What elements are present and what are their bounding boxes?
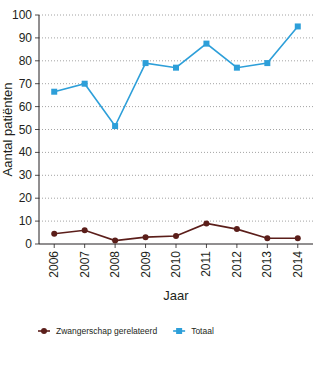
y-tick-label: 30 (19, 168, 33, 182)
y-tick-label: 20 (19, 191, 33, 205)
x-tick-label: 2014 (291, 251, 305, 278)
data-point (264, 60, 270, 66)
x-tick-label: 2007 (78, 251, 92, 278)
plot-area (51, 23, 301, 243)
x-tick-label: 2006 (47, 251, 61, 278)
data-point (234, 226, 240, 232)
grid-line (39, 221, 313, 222)
x-tick (145, 244, 146, 248)
data-point (143, 60, 149, 66)
y-tick (35, 198, 39, 199)
x-tick (297, 244, 298, 248)
y-tick (35, 129, 39, 130)
chart-container: 0 10 20 30 40 50 60 70 80 90 100 2006 2007 2008 2009 20… (0, 0, 322, 373)
legend-marker (41, 328, 47, 334)
grid-line (39, 15, 313, 16)
series-line (54, 223, 298, 240)
data-point (173, 233, 179, 239)
data-point (295, 235, 301, 241)
y-tick (35, 244, 39, 245)
y-tick-label: 60 (19, 100, 33, 114)
x-tick (267, 244, 268, 248)
x-tick-label: 2010 (169, 251, 183, 278)
grid-line (39, 175, 313, 176)
x-tick (84, 244, 85, 248)
x-tick (115, 244, 116, 248)
y-tick (35, 37, 39, 38)
y-tick (35, 15, 39, 16)
y-tick-label: 90 (19, 31, 33, 45)
y-tick (35, 106, 39, 107)
y-tick (35, 175, 39, 176)
x-tick-label: 2011 (199, 251, 213, 277)
data-point (203, 41, 209, 47)
legend-label: Totaal (191, 326, 214, 336)
y-tick (35, 152, 39, 153)
x-tick-label: 2009 (139, 251, 153, 278)
grid-line (39, 106, 313, 107)
y-tick (35, 221, 39, 222)
data-point (112, 123, 118, 129)
x-tick-label: 2008 (108, 251, 122, 278)
legend-marker (176, 328, 182, 334)
legend-label: Zwangerschap gerelateerd (56, 326, 157, 336)
y-tick-label: 50 (19, 123, 33, 137)
y-tick-label: 70 (19, 77, 33, 91)
grid-line (39, 60, 313, 61)
x-tick-label: 2012 (230, 251, 244, 278)
y-tick (35, 83, 39, 84)
x-tick (176, 244, 177, 248)
x-tick (236, 244, 237, 248)
y-axis (39, 15, 40, 244)
grid-line (39, 37, 313, 38)
y-axis-title: Aantal patiënten (0, 83, 15, 177)
y-tick (35, 60, 39, 61)
grid-line (39, 198, 313, 199)
grid-line (39, 83, 313, 84)
data-point (82, 81, 88, 87)
y-tick-label: 100 (12, 8, 32, 22)
x-tick (54, 244, 55, 248)
y-tick-label: 40 (19, 145, 33, 159)
chart: 0 10 20 30 40 50 60 70 80 90 100 2006 2007 2008 2009 20… (0, 0, 322, 373)
data-point (234, 65, 240, 71)
grid-line (39, 129, 313, 130)
data-point (51, 89, 57, 95)
x-axis-title: Jaar (163, 288, 189, 303)
data-point (112, 238, 118, 244)
data-point (203, 220, 209, 226)
grid-line (39, 152, 313, 153)
y-tick-label: 80 (19, 54, 33, 68)
data-point (51, 231, 57, 237)
data-point (264, 235, 270, 241)
data-point (82, 227, 88, 233)
data-point (295, 23, 301, 29)
y-tick-label: 10 (19, 214, 33, 228)
data-point (143, 234, 149, 240)
x-tick (206, 244, 207, 248)
y-tick-label: 0 (25, 237, 32, 251)
series-line (54, 26, 298, 126)
data-point (173, 65, 179, 71)
x-tick-label: 2013 (260, 251, 274, 278)
